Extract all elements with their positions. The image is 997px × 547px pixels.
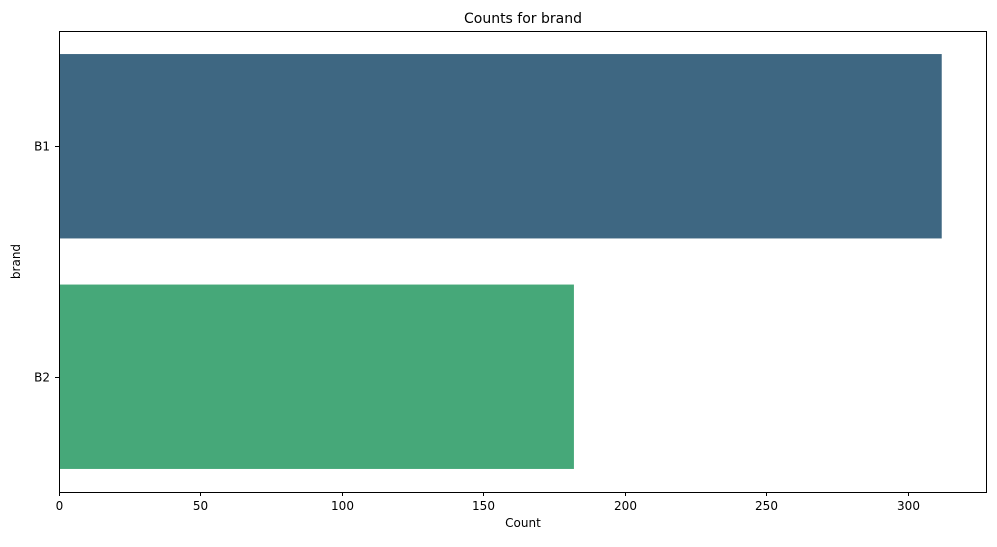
bar-b2	[59, 284, 574, 469]
x-tick-label-100: 100	[331, 499, 354, 513]
x-tick-label-150: 150	[472, 499, 495, 513]
x-axis-label: Count	[505, 516, 541, 530]
x-tick-label-200: 200	[614, 499, 637, 513]
x-tick-label-0: 0	[56, 499, 64, 513]
chart-title: Counts for brand	[464, 11, 582, 27]
x-tick-label-250: 250	[755, 499, 778, 513]
x-tick-label-50: 50	[193, 499, 208, 513]
y-tick-label-b1: B1	[34, 140, 50, 154]
bar-b1	[59, 54, 942, 239]
plot-area: 0 50 100 150 200 250 300 B1 B2	[34, 31, 987, 513]
y-tick-label-b2: B2	[34, 371, 50, 385]
x-tick-label-300: 300	[897, 499, 920, 513]
y-axis-label: brand	[9, 244, 23, 279]
plot-frame	[59, 31, 987, 493]
